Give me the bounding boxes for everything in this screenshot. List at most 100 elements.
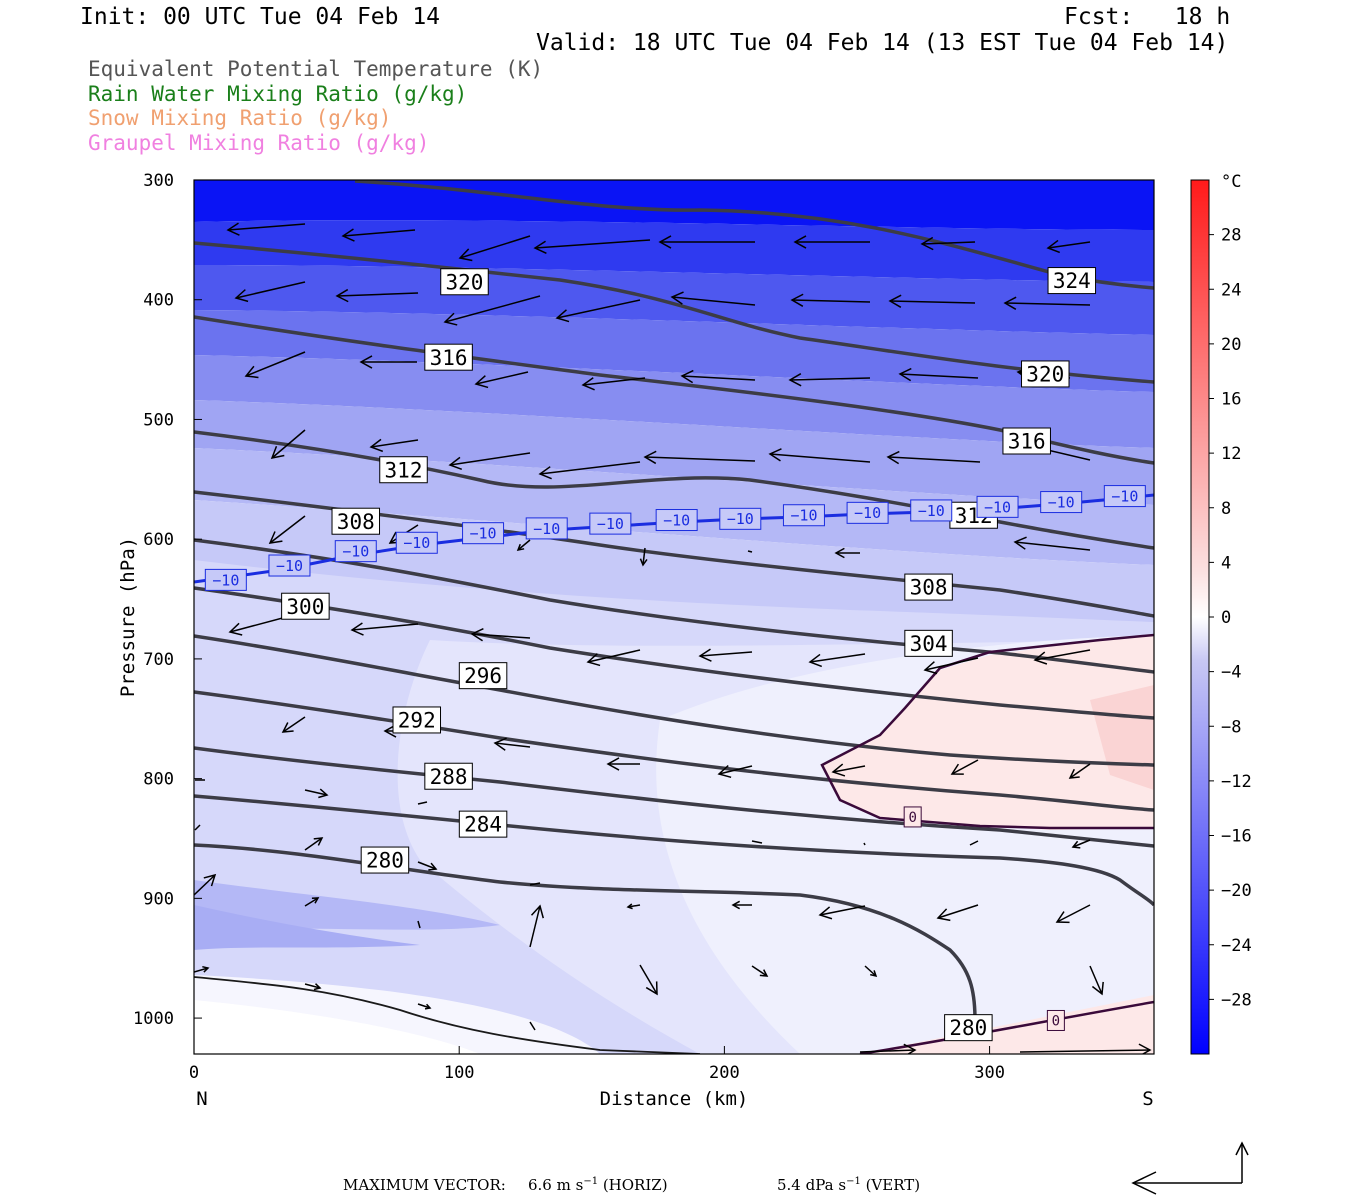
theta-e-label-0-box xyxy=(440,268,489,296)
y-tick-label-4: 700 xyxy=(143,650,174,670)
isotherm-label-8: −10 xyxy=(719,507,762,530)
isotherm-label-11-text: −10 xyxy=(918,502,945,520)
wind-vector-27 xyxy=(538,461,641,480)
wind-vector-shaft xyxy=(529,905,541,948)
wind-vector-head xyxy=(658,235,672,249)
theta-e-label-3: 320 xyxy=(1021,360,1070,388)
theta-e-label-8: 300 xyxy=(281,592,330,620)
temp-band-13 xyxy=(194,1000,480,1054)
wind-vector-56 xyxy=(304,788,329,799)
wind-vector-6 xyxy=(920,236,976,251)
wind-vector-81 xyxy=(864,965,878,978)
theta-e-label-1: 324 xyxy=(1047,267,1097,295)
theta-e-label-4: 312 xyxy=(379,456,428,484)
wind-vector-head xyxy=(643,450,657,465)
colorbar: °C 28 24 20 16 12 8 4 0 −4 −8 −12 −16 −20 −24 −28 xyxy=(1190,172,1252,1055)
colorbar-label-13: −24 xyxy=(1221,936,1252,956)
wind-vector-shaft xyxy=(1004,302,1091,306)
wind-vector-shaft xyxy=(194,874,216,896)
cold-blob-2 xyxy=(194,905,420,950)
wind-vector-head xyxy=(474,375,489,389)
isotherm-label-5-box xyxy=(525,517,568,540)
theta-e-label-12: 292 xyxy=(392,706,442,734)
wind-vector-head xyxy=(1003,296,1017,310)
wind-vector-shaft xyxy=(644,456,756,462)
wind-vector-shaft xyxy=(1069,763,1091,779)
wind-vector-25 xyxy=(369,438,419,453)
wind-vector-72 xyxy=(818,905,866,920)
wind-vector-74 xyxy=(1055,904,1091,924)
isotherm-label-2-text: −10 xyxy=(342,543,369,561)
wind-vector-67 xyxy=(304,897,320,907)
theta-e-label-4-box xyxy=(379,456,428,484)
theta-e-label-15-text: 280 xyxy=(366,849,404,873)
x-axis-title: Distance (km) xyxy=(600,1088,749,1110)
theta-e-label-8-box xyxy=(281,592,330,620)
wind-vector-shaft xyxy=(809,653,866,663)
wind-vector-shaft xyxy=(304,837,323,851)
wind-vector-68 xyxy=(417,920,421,929)
colorbar-label-2: 20 xyxy=(1221,335,1241,355)
wind-vector-59 xyxy=(863,842,866,846)
theta-e-label-0: 320 xyxy=(440,268,489,296)
wind-vector-head xyxy=(759,969,769,977)
wind-vector-76 xyxy=(304,983,322,991)
wind-vector-64 xyxy=(417,861,438,871)
isotherm-label-6-box xyxy=(589,512,632,535)
theta-e-label-2-box xyxy=(424,343,473,371)
wind-vector-shaft xyxy=(681,375,756,381)
wind-vector-head xyxy=(717,764,732,779)
isotherm-label-4-text: −10 xyxy=(470,525,497,543)
wind-vector-head xyxy=(533,240,547,254)
y-tick-label-2: 500 xyxy=(143,410,174,430)
theta-e-label-0-text: 320 xyxy=(446,270,484,294)
wind-vector-head xyxy=(202,965,210,973)
isotherm-label-2: −10 xyxy=(334,540,377,563)
wind-vector-head xyxy=(268,531,283,544)
wind-vector-head xyxy=(586,653,601,667)
wind-vector-head xyxy=(950,763,964,775)
isotherm-label-1-text: −10 xyxy=(276,557,303,575)
max-vert-number: 5.4 dPa s xyxy=(777,1176,847,1194)
wind-vector-shaft xyxy=(751,965,768,977)
wind-vector-shaft xyxy=(194,967,209,973)
temp-band-4 xyxy=(194,310,1154,392)
x-tick-label-1: 100 xyxy=(444,1063,475,1083)
wind-vector-shaft xyxy=(1072,839,1091,848)
wind-vector-30 xyxy=(886,450,981,465)
wind-vector-26 xyxy=(448,452,531,471)
wind-vector-16 xyxy=(244,351,306,379)
max-vert-arrowhead xyxy=(1235,1141,1249,1156)
wind-vector-shaft xyxy=(539,461,641,475)
wind-vector-shaft xyxy=(864,965,877,977)
wind-vector-shaft xyxy=(937,904,979,919)
wind-vector-head xyxy=(369,438,384,453)
isotherm-label-9-box xyxy=(782,504,825,527)
temp-band-3 xyxy=(194,265,1154,335)
wind-vector-head xyxy=(448,456,463,471)
wind-vector-head xyxy=(870,970,878,978)
wind-vector-shaft xyxy=(969,840,979,846)
wind-vector-shaft xyxy=(271,429,306,459)
colorbar-label-3: 16 xyxy=(1221,390,1241,410)
x-axis: 0 100 200 300 xyxy=(189,1046,1005,1083)
wind-vector-12 xyxy=(670,291,756,306)
wind-vector-head xyxy=(555,309,570,323)
temp-band-7 xyxy=(194,448,1154,565)
theta-e-contour-300 xyxy=(194,586,1154,720)
theta-e-label-8-text: 300 xyxy=(286,595,324,619)
theta-e-label-12-text: 292 xyxy=(398,709,436,733)
legend-snow: Snow Mixing Ratio (g/kg) xyxy=(88,106,392,130)
x-tick-label-0: 0 xyxy=(189,1063,199,1083)
wind-vector-shaft xyxy=(899,373,979,379)
isotherm-label-13-box xyxy=(1040,491,1083,514)
wind-vector-head xyxy=(834,547,845,559)
wind-vector-head xyxy=(581,377,595,391)
theta-e-label-15: 280 xyxy=(360,846,410,874)
wind-vector-14 xyxy=(888,294,976,308)
colorbar-label-5: 8 xyxy=(1221,499,1231,519)
theta-e-label-14-box xyxy=(458,810,508,838)
temperature-field xyxy=(194,180,1154,1054)
wind-vector-35 xyxy=(834,547,860,559)
